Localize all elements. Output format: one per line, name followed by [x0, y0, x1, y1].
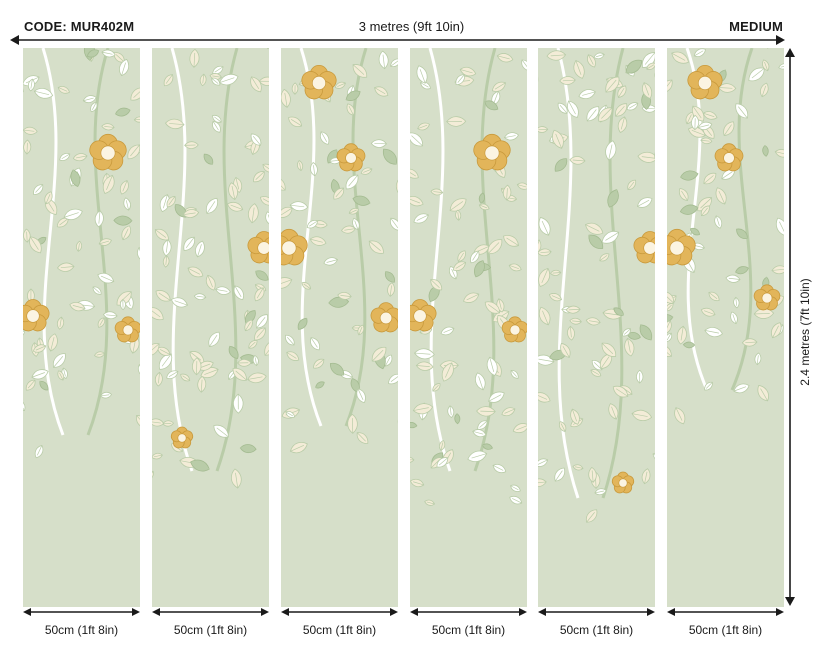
flower-icon	[753, 284, 781, 311]
product-code: CODE: MUR402M	[24, 19, 135, 34]
flower-icon	[687, 64, 723, 100]
panel-width-arrow-left-head	[410, 608, 418, 616]
wallpaper-panel-6	[667, 48, 784, 607]
panel-width-label-5: 50cm (1ft 8in)	[559, 623, 634, 637]
wallpaper-panel-1	[23, 48, 140, 607]
flower-icon	[633, 231, 655, 264]
panel-width-arrow-right-head	[390, 608, 398, 616]
panel-width-arrow-left-head	[23, 608, 31, 616]
flower-icon	[370, 302, 398, 333]
panel-width-label-2: 50cm (1ft 8in)	[173, 623, 248, 637]
panel-width-arrow-right-head	[647, 608, 655, 616]
panel-width-arrow-left-head	[538, 608, 546, 616]
panel-width-arrow-right-head	[132, 608, 140, 616]
leaf-icon	[152, 470, 154, 480]
flower-icon	[247, 231, 269, 264]
panel-width-arrow-right-head	[776, 608, 784, 616]
panel-width-arrow-left-head	[152, 608, 160, 616]
total-width-label: 3 metres (9ft 10in)	[358, 19, 465, 34]
panel-width-arrow-right-head	[261, 608, 269, 616]
floral-pattern	[410, 48, 527, 607]
panel-width-arrow-left-head	[281, 608, 289, 616]
flower-icon	[473, 133, 511, 171]
flower-icon	[89, 133, 127, 171]
width-arrow-left-head	[10, 35, 19, 45]
floral-pattern	[281, 48, 398, 607]
flower-icon	[410, 299, 437, 332]
panel-width-label-1: 50cm (1ft 8in)	[44, 623, 119, 637]
leaf-icon	[265, 211, 269, 226]
wallpaper-panel-5	[538, 48, 655, 607]
height-arrow-bottom-head	[785, 597, 795, 606]
floral-pattern	[667, 48, 784, 607]
width-arrow-right-head	[776, 35, 785, 45]
panel-width-label-6: 50cm (1ft 8in)	[688, 623, 763, 637]
panel-width-label-3: 50cm (1ft 8in)	[302, 623, 377, 637]
wallpaper-panel-4	[410, 48, 527, 607]
wallpaper-panel-2	[152, 48, 269, 607]
floral-pattern	[538, 48, 655, 607]
floral-pattern	[23, 48, 140, 607]
height-arrow-top-head	[785, 48, 795, 57]
panel-width-arrow-left-head	[667, 608, 675, 616]
flower-icon	[114, 316, 140, 343]
flower-icon	[714, 143, 744, 172]
flower-icon	[667, 228, 696, 266]
leaf-icon	[23, 329, 26, 338]
flower-icon	[23, 299, 50, 332]
wallpaper-panel-3	[281, 48, 398, 607]
flower-icon	[170, 426, 194, 449]
flower-icon	[501, 316, 527, 343]
leaf-icon	[538, 239, 542, 255]
flower-icon	[336, 143, 366, 172]
flower-icon	[301, 64, 337, 100]
size-label: MEDIUM	[729, 19, 783, 34]
floral-pattern	[152, 48, 269, 607]
leaf-icon	[395, 174, 398, 194]
leaf-icon	[410, 456, 415, 463]
leaf-icon	[137, 364, 140, 378]
panel-width-label-4: 50cm (1ft 8in)	[431, 623, 506, 637]
flower-icon	[281, 228, 308, 266]
leaf-icon	[654, 71, 655, 82]
flower-icon	[611, 471, 635, 494]
leaf-icon	[137, 247, 140, 262]
panel-width-arrow-right-head	[519, 608, 527, 616]
